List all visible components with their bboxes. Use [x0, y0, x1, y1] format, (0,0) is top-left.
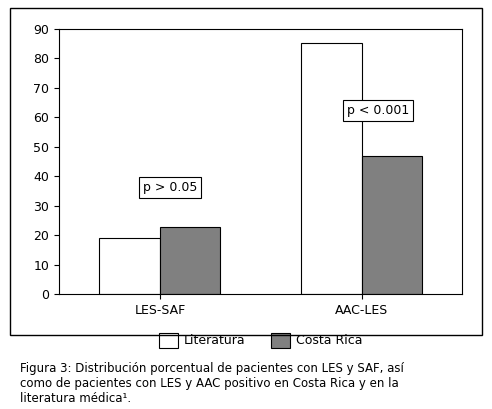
Text: p < 0.001: p < 0.001 [347, 104, 409, 117]
Bar [160, 227, 220, 294]
Text: p > 0.05: p > 0.05 [143, 181, 197, 194]
Legend: Literatura, Costa Rica: Literatura, Costa Rica [154, 328, 368, 353]
Bar [362, 156, 422, 294]
Bar [301, 43, 362, 294]
Bar [99, 238, 160, 294]
Text: Figura 3: Distribución porcentual de pacientes con LES y SAF, así
como de pacien: Figura 3: Distribución porcentual de pac… [20, 362, 403, 405]
